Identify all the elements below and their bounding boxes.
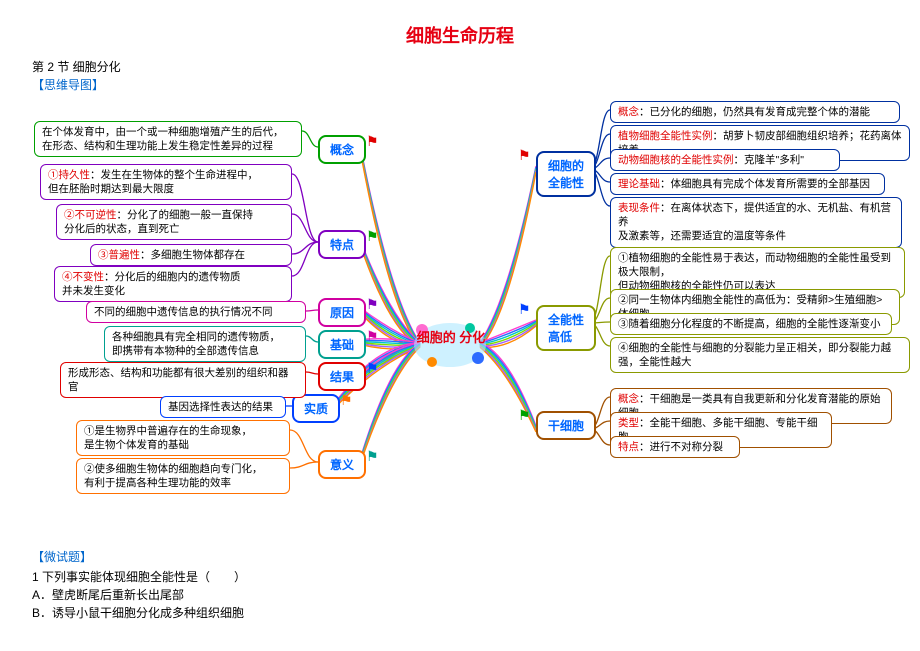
leaf-node: ①持久性：发生在生物体的整个生命进程中，但在胚胎时期达到最大限度 [40,164,292,200]
leaf-node: ③随着细胞分化程度的不断提高，细胞的全能性逐渐变小 [610,313,892,335]
category-基础: 基础 [318,330,366,359]
leaf-node: ②不可逆性：分化了的细胞一般一直保持分化后的状态，直到死亡 [56,204,292,240]
leaf-node: ①是生物界中普遍存在的生命现象， 是生物个体发育的基础 [76,420,290,456]
leaf-node: 概念：已分化的细胞，仍然具有发育成完整个体的潜能 [610,101,900,123]
section-subheading: 【思维导图】 [32,76,104,93]
leaf-node: ②使多细胞生物体的细胞趋向专门化， 有利于提高各种生理功能的效率 [76,458,290,494]
flag-icon: ⚑ [518,147,531,164]
page-title: 细胞生命历程 [0,22,920,48]
section-heading: 第 2 节 细胞分化 [32,58,121,75]
leaf-node: 动物细胞核的全能性实例：克隆羊"多利" [610,149,840,171]
category-原因: 原因 [318,298,366,327]
flag-icon: ⚑ [340,392,353,409]
category-概念: 概念 [318,135,366,164]
leaf-node: 特点：进行不对称分裂 [610,436,740,458]
flag-icon: ⚑ [366,448,379,465]
category-干细胞: 干细胞 [536,411,596,440]
category-意义: 意义 [318,450,366,479]
leaf-node: 基因选择性表达的结果 [160,396,286,418]
flag-icon: ⚑ [518,301,531,318]
category-结果: 结果 [318,362,366,391]
option-b: B．诱导小鼠干细胞分化成多种组织细胞 [32,604,244,621]
leaf-node: 在个体发育中，由一个或一种细胞增殖产生的后代， 在形态、结构和生理功能上发生稳定… [34,121,302,157]
leaf-node: 各种细胞具有完全相同的遗传物质， 即携带有本物种的全部遗传信息 [104,326,306,362]
category-细胞的全能性: 细胞的 全能性 [536,151,596,197]
category-实质: 实质 [292,394,340,423]
flag-icon: ⚑ [366,296,379,313]
flag-icon: ⚑ [366,328,379,345]
footer-heading: 【微试题】 [32,548,92,565]
option-a: A．壁虎断尾后重新长出尾部 [32,586,184,603]
question-stem: 1 下列事实能体现细胞全能性是（ ） [32,568,246,585]
leaf-node: ④细胞的全能性与细胞的分裂能力呈正相关，即分裂能力越强，全能性越大 [610,337,910,373]
leaf-node: 表现条件：在离体状态下，提供适宜的水、无机盐、有机营养及激素等，还需要适宜的温度… [610,197,902,248]
category-特点: 特点 [318,230,366,259]
leaf-node: 理论基础：体细胞具有完成个体发育所需要的全部基因 [610,173,885,195]
category-全能性高低: 全能性 高低 [536,305,596,351]
flag-icon: ⚑ [366,133,379,150]
leaf-node: ④不变性：分化后的细胞内的遗传物质并未发生变化 [54,266,292,302]
leaf-node: 形成形态、结构和功能都有很大差别的组织和器官 [60,362,306,398]
flag-icon: ⚑ [518,407,531,424]
flag-icon: ⚑ [366,360,379,377]
center-node: 细胞的 分化 [416,318,486,368]
leaf-node: 不同的细胞中遗传信息的执行情况不同 [86,301,306,323]
flag-icon: ⚑ [366,228,379,245]
leaf-node: ③普遍性：多细胞生物体都存在 [90,244,292,266]
